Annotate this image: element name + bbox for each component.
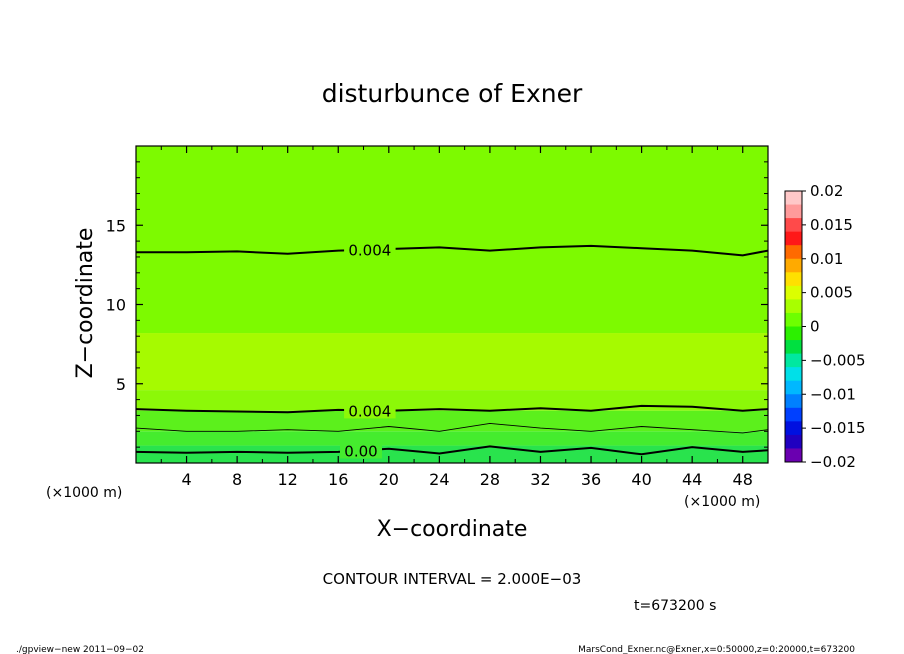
y-tick-label-10: 10 bbox=[106, 296, 126, 315]
x-tick-label-36: 36 bbox=[581, 470, 601, 489]
contour-label-0: 0.004 bbox=[348, 242, 391, 260]
contour-label-bg-3 bbox=[339, 441, 382, 459]
x-tick-label-28: 28 bbox=[480, 470, 500, 489]
footer-right: MarsCond_Exner.nc@Exner,x=0:50000,z=0:20… bbox=[578, 645, 855, 654]
field-band-2 bbox=[136, 410, 768, 432]
colorbar-swatch-9 bbox=[785, 312, 802, 327]
x-tick-label-16: 16 bbox=[328, 470, 348, 489]
colorbar-swatch-12 bbox=[785, 353, 802, 368]
contour-interval-text: CONTOUR INTERVAL = 2.000E−03 bbox=[323, 570, 582, 588]
contour-label-bg-0 bbox=[344, 240, 396, 258]
contour-line-0 bbox=[136, 244, 769, 257]
chart-title: disturbunce of Exner bbox=[322, 79, 583, 108]
y-axis-label: Z−coordinate bbox=[73, 228, 98, 379]
field-band-1 bbox=[136, 431, 768, 446]
colorbar-tick-label-2: 0.01 bbox=[810, 250, 843, 268]
colorbar-swatch-8 bbox=[785, 299, 802, 314]
x-tick-label-24: 24 bbox=[429, 470, 449, 489]
colorbar-tick-label-8: −0.02 bbox=[810, 453, 856, 471]
colorbar-swatch-10 bbox=[785, 326, 802, 341]
x-tick-label-44: 44 bbox=[682, 470, 702, 489]
contour-label-bg-1 bbox=[344, 401, 396, 419]
colorbar-tick-label-6: −0.01 bbox=[810, 385, 856, 403]
x-tick-label-20: 20 bbox=[379, 470, 399, 489]
field-band-0 bbox=[136, 445, 768, 463]
colorbar-tick-label-5: −0.005 bbox=[810, 351, 866, 369]
contour-line-1 bbox=[135, 404, 769, 414]
colorbar-tick-label-1: 0.015 bbox=[810, 216, 853, 234]
footer-left: ./gpview−new 2011−09−02 bbox=[16, 645, 144, 654]
x-axis-label: X−coordinate bbox=[377, 517, 528, 542]
x-tick-label-48: 48 bbox=[733, 470, 753, 489]
colorbar-swatch-0 bbox=[785, 191, 802, 206]
colorbar-tick-label-0: 0.02 bbox=[810, 182, 843, 200]
x-tick-label-8: 8 bbox=[232, 470, 242, 489]
colorbar-tick-label-7: −0.015 bbox=[810, 419, 866, 437]
colorbar-swatch-1 bbox=[785, 204, 802, 219]
x-tick-label-32: 32 bbox=[530, 470, 550, 489]
colorbar-swatch-3 bbox=[785, 231, 802, 246]
colorbar-swatch-14 bbox=[785, 380, 802, 395]
x-tick-label-40: 40 bbox=[631, 470, 651, 489]
time-text: t=673200 s bbox=[634, 598, 716, 614]
colorbar-tick-label-4: 0 bbox=[810, 318, 820, 336]
field-band-5 bbox=[136, 146, 768, 334]
x-unit-left: (×1000 m) bbox=[46, 485, 122, 501]
colorbar-swatch-7 bbox=[785, 285, 802, 300]
plot-field bbox=[136, 146, 768, 463]
x-unit-right: (×1000 m) bbox=[684, 494, 760, 510]
y-tick-label-15: 15 bbox=[106, 216, 126, 235]
colorbar-swatch-2 bbox=[785, 218, 802, 233]
y-tick-label-5: 5 bbox=[116, 375, 126, 394]
colorbar-swatch-4 bbox=[785, 245, 802, 260]
colorbar-swatch-11 bbox=[785, 340, 802, 355]
x-tick-label-4: 4 bbox=[181, 470, 191, 489]
contour-line-3 bbox=[135, 445, 769, 456]
contour-lines: 0.004 0.004 0.00 bbox=[135, 240, 769, 460]
colorbar-swatch-13 bbox=[785, 367, 802, 382]
colorbar-swatch-17 bbox=[785, 421, 802, 436]
contour-line-2 bbox=[135, 422, 769, 434]
colorbar-swatch-5 bbox=[785, 258, 802, 273]
colorbar-tick-label-3: 0.005 bbox=[810, 284, 853, 302]
field-band-3 bbox=[136, 390, 768, 411]
colorbar-swatch-15 bbox=[785, 394, 802, 409]
colorbar-swatch-19 bbox=[785, 448, 802, 463]
contour-label-3: 0.00 bbox=[344, 442, 377, 460]
colorbar-swatch-16 bbox=[785, 407, 802, 422]
colorbar: 0.02 0.015 0.01 0.005 0 −0.005 −0.01 −0.015 −0.0… bbox=[784, 182, 866, 471]
colorbar-swatch-6 bbox=[785, 272, 802, 287]
colorbar-swatch-18 bbox=[785, 434, 802, 449]
field-band-4 bbox=[136, 333, 768, 391]
contour-label-1: 0.004 bbox=[348, 402, 391, 420]
x-tick-label-12: 12 bbox=[278, 470, 298, 489]
